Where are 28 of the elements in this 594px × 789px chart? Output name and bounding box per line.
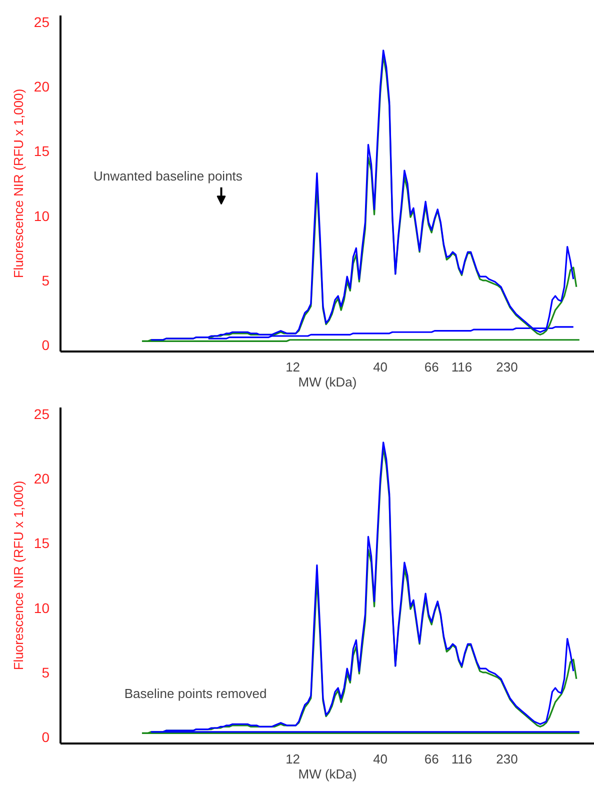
y-tick-label: 15 <box>34 143 50 160</box>
y-tick-label: 25 <box>34 14 50 30</box>
annotation: Baseline points removed <box>124 686 267 701</box>
x-tick-label: 66 <box>424 360 439 374</box>
x-tick-label: 12 <box>286 752 300 766</box>
x-tick-label: 230 <box>496 752 518 766</box>
y-tick-label: 5 <box>42 272 50 288</box>
x-tick-label: 12 <box>286 360 300 374</box>
x-tick-label: 40 <box>373 360 388 374</box>
y-tick-label: 20 <box>34 78 50 95</box>
y-tick-label: 15 <box>34 535 50 552</box>
x-tick-label: 230 <box>496 360 518 374</box>
y-tick-label: 0 <box>42 337 50 354</box>
y-tick-label: 10 <box>34 208 50 224</box>
y-tick-label: 10 <box>34 600 50 616</box>
y-tick-label: 20 <box>34 470 50 487</box>
x-axis-title: MW (kDa) <box>298 374 357 390</box>
x-tick-label: 40 <box>373 752 388 766</box>
y-tick-label: 25 <box>34 406 50 422</box>
y-tick-label: 5 <box>42 664 50 680</box>
y-axis-title: Fluorescence NIR (RFU x 1,000) <box>10 88 26 278</box>
x-tick-label: 66 <box>424 752 439 766</box>
x-tick-label: 116 <box>451 752 472 766</box>
x-tick-label: 116 <box>451 360 472 374</box>
y-axis-title: Fluorescence NIR (RFU x 1,000) <box>10 480 26 670</box>
y-tick-label: 0 <box>42 729 50 746</box>
annotation: Unwanted baseline points <box>94 168 243 184</box>
x-axis-title: MW (kDa) <box>298 766 357 782</box>
